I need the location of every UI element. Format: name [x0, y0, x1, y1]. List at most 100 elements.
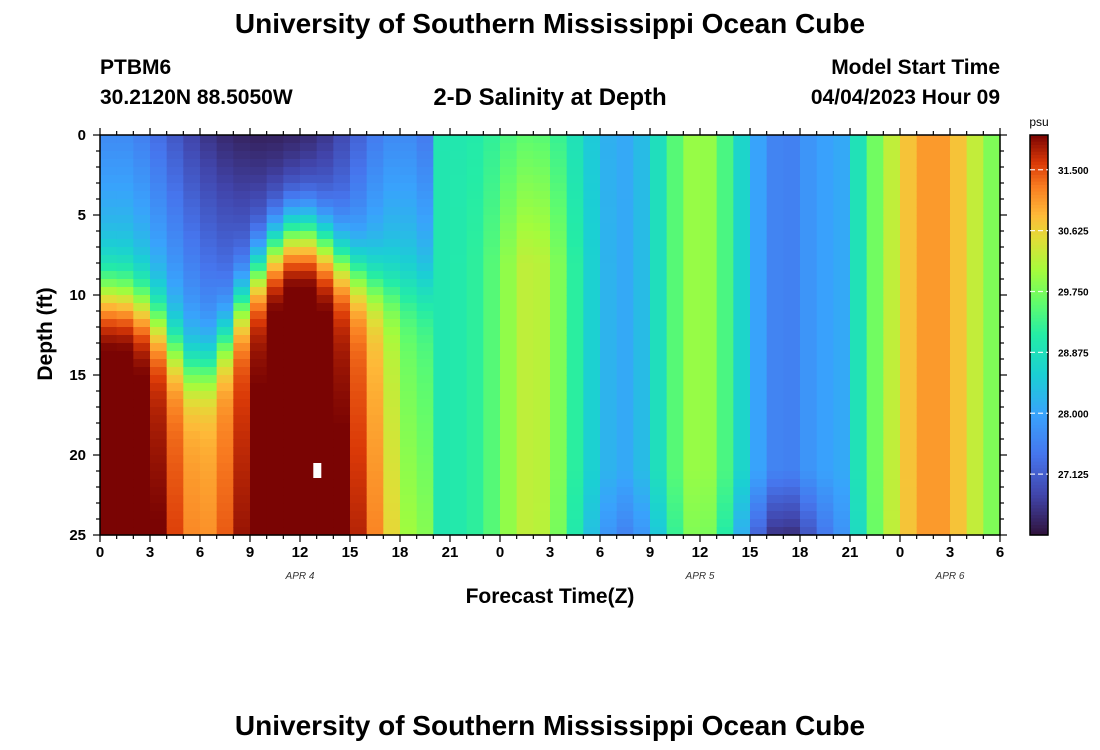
- heatmap-cell: [350, 479, 368, 488]
- heatmap-cell: [500, 415, 518, 424]
- heatmap-cell: [133, 319, 151, 328]
- heatmap-cell: [816, 143, 834, 152]
- heatmap-cell: [233, 487, 251, 496]
- heatmap-cell: [116, 159, 134, 168]
- colorbar-band: [1030, 401, 1048, 406]
- heatmap-cell: [133, 407, 151, 416]
- heatmap-cell: [216, 479, 234, 488]
- colorbar-band: [1030, 355, 1048, 359]
- heatmap-cell: [333, 215, 351, 224]
- heatmap-cell: [683, 239, 701, 248]
- heatmap-cell: [600, 431, 618, 440]
- heatmap-cell: [400, 463, 418, 472]
- heatmap-cell: [333, 415, 351, 424]
- heatmap-cell: [733, 223, 751, 232]
- heatmap-cell: [850, 311, 868, 320]
- heatmap-cell: [133, 167, 151, 176]
- heatmap-cell: [266, 271, 284, 280]
- heatmap-cell: [333, 479, 351, 488]
- heatmap-cell: [233, 247, 251, 256]
- heatmap-cell: [516, 279, 534, 288]
- heatmap-cell: [550, 231, 568, 240]
- heatmap-cell: [116, 431, 134, 440]
- heatmap-cell: [200, 271, 218, 280]
- heatmap-cell: [366, 391, 384, 400]
- heatmap-cell: [250, 495, 268, 504]
- heatmap-cell: [583, 239, 601, 248]
- heatmap-cell: [283, 343, 301, 352]
- heatmap-cell: [150, 335, 168, 344]
- heatmap-cell: [183, 183, 201, 192]
- heatmap-cell: [900, 399, 918, 408]
- heatmap-cell: [583, 415, 601, 424]
- heatmap-cell: [883, 311, 901, 320]
- heatmap-cell: [650, 247, 668, 256]
- heatmap-cell: [483, 519, 501, 528]
- heatmap-cell: [150, 415, 168, 424]
- heatmap-cell: [400, 343, 418, 352]
- colorbar-band: [1030, 495, 1048, 499]
- heatmap-cell: [333, 463, 351, 472]
- heatmap-cell: [266, 527, 284, 536]
- heatmap-cell: [683, 311, 701, 320]
- heatmap-cell: [350, 295, 368, 304]
- heatmap-cell: [700, 455, 718, 464]
- colorbar-band: [1030, 231, 1048, 236]
- heatmap-cell: [316, 207, 334, 216]
- heatmap-cell: [100, 143, 118, 152]
- heatmap-cell: [650, 207, 668, 216]
- heatmap-cell: [450, 319, 468, 328]
- heatmap-cell: [100, 151, 118, 160]
- heatmap-cell: [200, 527, 218, 536]
- heatmap-cell: [950, 135, 968, 144]
- heatmap-cell: [583, 399, 601, 408]
- heatmap-cell: [133, 375, 151, 384]
- heatmap-cell: [366, 327, 384, 336]
- heatmap-cell: [666, 463, 684, 472]
- heatmap-cell: [666, 207, 684, 216]
- heatmap-cell: [416, 367, 434, 376]
- heatmap-cell: [566, 495, 584, 504]
- heatmap-cell: [983, 391, 1001, 400]
- heatmap-cell: [600, 399, 618, 408]
- heatmap-cell: [500, 447, 518, 456]
- heatmap-cell: [416, 167, 434, 176]
- heatmap-cell: [116, 215, 134, 224]
- heatmap-cell: [283, 231, 301, 240]
- heatmap-cell: [350, 503, 368, 512]
- heatmap-cell: [983, 407, 1001, 416]
- x-tick-label: 6: [996, 544, 1004, 561]
- heatmap-cell: [433, 247, 451, 256]
- heatmap-cell: [333, 303, 351, 312]
- heatmap-cell: [283, 415, 301, 424]
- heatmap-cell: [533, 271, 551, 280]
- heatmap-cell: [250, 479, 268, 488]
- heatmap-cell: [733, 519, 751, 528]
- heatmap-cell: [800, 175, 818, 184]
- heatmap-cell: [966, 375, 984, 384]
- heatmap-cell: [666, 479, 684, 488]
- heatmap-cell: [833, 223, 851, 232]
- heatmap-cell: [233, 367, 251, 376]
- heatmap-cell: [216, 447, 234, 456]
- heatmap-cell: [216, 255, 234, 264]
- heatmap-cell: [800, 279, 818, 288]
- heatmap-cell: [933, 199, 951, 208]
- heatmap-cell: [633, 391, 651, 400]
- heatmap-cell: [633, 327, 651, 336]
- heatmap-cell: [833, 455, 851, 464]
- heatmap-cell: [200, 383, 218, 392]
- heatmap-cell: [933, 503, 951, 512]
- heatmap-cell: [766, 255, 784, 264]
- heatmap-cell: [633, 231, 651, 240]
- heatmap-cell: [766, 335, 784, 344]
- heatmap-cell: [233, 471, 251, 480]
- heatmap-cell: [550, 255, 568, 264]
- heatmap-cell: [100, 415, 118, 424]
- heatmap-cell: [783, 239, 801, 248]
- colorbar-band: [1030, 381, 1048, 386]
- heatmap-cell: [183, 495, 201, 504]
- heatmap-cell: [566, 159, 584, 168]
- heatmap-cell: [233, 399, 251, 408]
- heatmap-cell: [716, 311, 734, 320]
